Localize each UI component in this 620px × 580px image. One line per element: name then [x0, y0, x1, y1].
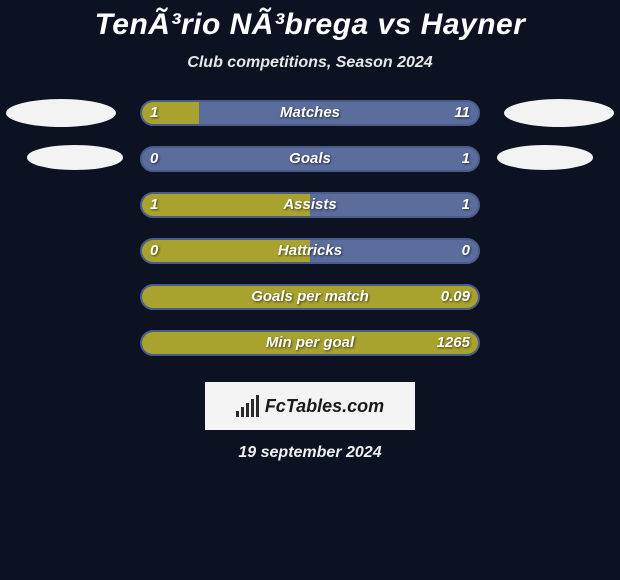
stat-bar-track: [140, 100, 480, 126]
logo-bar: [241, 407, 244, 417]
page-subtitle: Club competitions, Season 2024: [0, 54, 620, 72]
player-left-marker: [6, 99, 116, 127]
logo-bar: [236, 411, 239, 417]
stat-row: Hattricks00: [0, 238, 620, 284]
stat-row: Goals per match0.09: [0, 284, 620, 330]
logo-bar: [246, 403, 249, 417]
stat-bar-fill-left: [142, 286, 478, 308]
comparison-card: TenÃ³rio NÃ³brega vs Hayner Club competi…: [0, 0, 620, 580]
stat-row: Min per goal1265: [0, 330, 620, 376]
stat-row: Matches111: [0, 100, 620, 146]
stat-bar-track: [140, 146, 480, 172]
brand-logo: FcTables.com: [205, 382, 415, 430]
stat-bar-fill-left: [142, 332, 478, 354]
page-title: TenÃ³rio NÃ³brega vs Hayner: [0, 8, 620, 42]
player-left-marker: [27, 145, 124, 170]
stat-bar-track: [140, 192, 480, 218]
bar-chart-icon: [236, 395, 259, 417]
brand-text: FcTables.com: [265, 396, 384, 417]
stat-bar-fill-left: [142, 240, 310, 262]
date-text: 19 september 2024: [0, 444, 620, 462]
stat-bar-track: [140, 284, 480, 310]
stat-bar-fill-left: [142, 194, 310, 216]
logo-bar: [251, 399, 254, 417]
stat-row: Goals01: [0, 146, 620, 192]
stat-rows: Matches111Goals01Assists11Hattricks00Goa…: [0, 100, 620, 376]
stat-bar-track: [140, 330, 480, 356]
stat-row: Assists11: [0, 192, 620, 238]
stat-bar-track: [140, 238, 480, 264]
logo-bar: [256, 395, 259, 417]
player-right-marker: [497, 145, 594, 170]
player-right-marker: [504, 99, 614, 127]
stat-bar-fill-left: [142, 102, 199, 124]
